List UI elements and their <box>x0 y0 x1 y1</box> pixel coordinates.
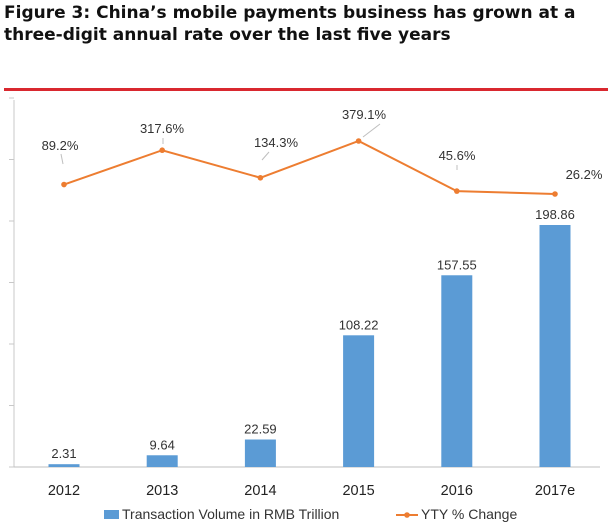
bar-value-label: 157.55 <box>437 257 477 272</box>
legend-bar-label: Transaction Volume in RMB Trillion <box>122 506 339 522</box>
bar-2017e <box>539 225 571 467</box>
line-value-label: 26.2% <box>566 167 603 182</box>
bar-value-label: 9.64 <box>150 437 175 452</box>
bar-2015 <box>343 335 375 467</box>
line-value-label: 317.6% <box>140 121 185 136</box>
leader-line <box>362 123 381 138</box>
legend-bar-swatch <box>104 510 119 519</box>
title-rule <box>4 88 608 91</box>
bar-2013 <box>146 455 178 467</box>
figure-title: Figure 3: China’s mobile payments busine… <box>4 3 576 45</box>
x-tick-label: 2013 <box>146 483 178 499</box>
leader-line <box>261 151 270 161</box>
line-value-label: 134.3% <box>254 135 299 150</box>
legend-line-marker <box>404 512 410 518</box>
bar-value-label: 198.86 <box>535 207 575 222</box>
line-point-2014 <box>257 174 264 181</box>
bar-2014 <box>244 439 276 467</box>
leader-line <box>60 153 64 165</box>
x-tick-label: 2016 <box>441 483 473 499</box>
line-value-label: 45.6% <box>439 148 476 163</box>
x-tick-label: 2015 <box>342 483 374 499</box>
line-value-label: 379.1% <box>342 107 387 122</box>
line-yty-change <box>63 139 556 195</box>
line-value-label: 89.2% <box>42 138 79 153</box>
line-point-2017e <box>552 191 558 197</box>
bar-2016 <box>441 275 473 467</box>
legend-line-label: YTY % Change <box>421 506 517 522</box>
bar-value-label: 2.31 <box>51 446 76 461</box>
bar-value-label: 22.59 <box>244 422 277 437</box>
x-tick-label: 2014 <box>244 483 276 499</box>
line-point-2016 <box>454 188 460 194</box>
x-tick-label: 2017e <box>535 483 575 499</box>
bar-2012 <box>48 464 80 467</box>
x-tick-label: 2012 <box>48 483 80 499</box>
line-point-2013 <box>159 147 165 154</box>
bar-value-label: 108.22 <box>339 317 379 332</box>
line-point-2012 <box>61 181 67 188</box>
line-point-2015 <box>355 138 362 144</box>
